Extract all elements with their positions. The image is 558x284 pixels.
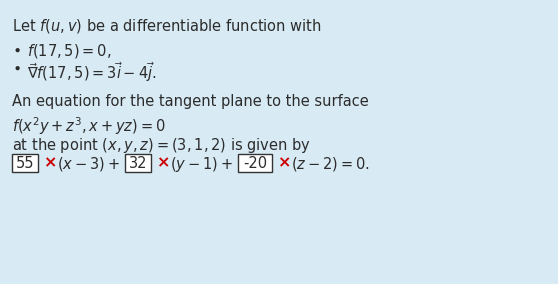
Text: -20: -20	[243, 156, 267, 170]
Text: $\bullet$: $\bullet$	[12, 60, 21, 75]
Text: $\mathbf{\times}$: $\mathbf{\times}$	[156, 155, 170, 170]
Text: 32: 32	[129, 156, 147, 170]
Text: $(y - 1)+$: $(y - 1)+$	[170, 155, 233, 174]
Text: $\vec{\nabla}f(17, 5) = 3\vec{i} - 4\vec{j}.$: $\vec{\nabla}f(17, 5) = 3\vec{i} - 4\vec…	[27, 60, 157, 84]
Text: $f(x^2y + z^3, x + yz) = 0$: $f(x^2y + z^3, x + yz) = 0$	[12, 115, 166, 137]
FancyBboxPatch shape	[238, 154, 272, 172]
Text: $\bullet$: $\bullet$	[12, 42, 21, 57]
Text: at the point $(x, y, z) = (3, 1, 2)$ is given by: at the point $(x, y, z) = (3, 1, 2)$ is …	[12, 136, 311, 155]
Text: $\mathbf{\times}$: $\mathbf{\times}$	[277, 155, 290, 170]
Text: $(z - 2) = 0.$: $(z - 2) = 0.$	[291, 155, 370, 173]
Text: $(x - 3)+$: $(x - 3)+$	[57, 155, 120, 173]
FancyBboxPatch shape	[12, 154, 38, 172]
Text: An equation for the tangent plane to the surface: An equation for the tangent plane to the…	[12, 94, 369, 109]
Text: Let $f(u, v)$ be a differentiable function with: Let $f(u, v)$ be a differentiable functi…	[12, 17, 321, 35]
Text: $\mathbf{\times}$: $\mathbf{\times}$	[43, 155, 56, 170]
Text: 55: 55	[16, 156, 34, 170]
Text: $f(17, 5) = 0,$: $f(17, 5) = 0,$	[27, 42, 112, 60]
FancyBboxPatch shape	[125, 154, 151, 172]
